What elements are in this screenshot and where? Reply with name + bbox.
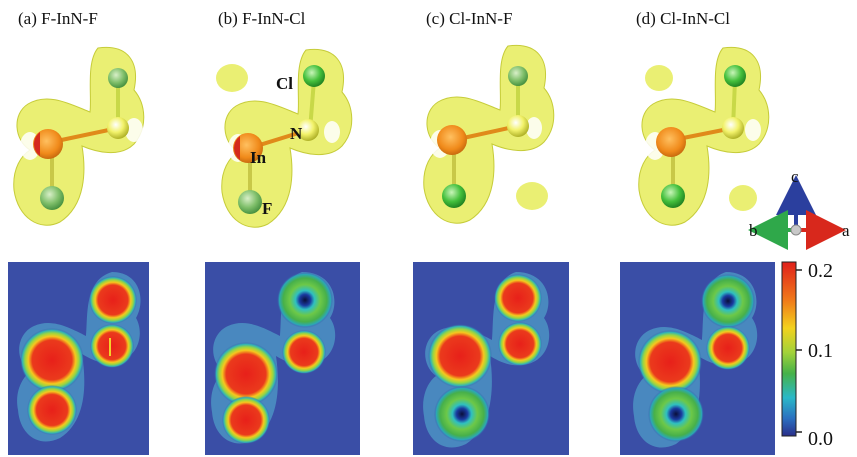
axis-b-label: b [749,221,758,240]
atom-f [238,190,262,214]
map-a-lobe-in [20,328,84,392]
map-b-lobe-in [214,342,278,406]
map-a-lobe-top [89,276,137,324]
atom-in [437,125,467,155]
atom-in [656,127,686,157]
atom-n [107,117,129,139]
lobe-highlight [526,117,542,139]
map-d-lobe-n [706,326,750,370]
atom-cl [442,184,466,208]
map-d-lobe-cl-bottom [648,386,704,442]
panel-b-structure: (b) F-InN-Cl Cl N In F [216,9,353,228]
atom-f-bottom [40,186,64,210]
atom-label-f: F [262,199,272,218]
map-d [620,262,775,455]
panel-b-title: (b) F-InN-Cl [218,9,306,28]
isosurface-blob [516,182,548,210]
panel-c-structure: (c) Cl-InN-F [423,9,555,224]
map-a-lobe-bottom [27,385,77,435]
isosurface-blob [729,185,757,211]
axes-triad: c b a [748,167,850,250]
axis-a-label: a [842,221,850,240]
map-c [413,262,569,455]
lobe-highlight [324,121,340,143]
map-b-lobe-cl [277,272,333,328]
axis-origin [790,224,802,236]
atom-cl-top [724,65,746,87]
panel-d-structure: (d) Cl-InN-Cl [636,9,770,226]
panel-a-structure: (a) F-InN-F [13,9,145,226]
colorbar: 0.2 0.1 0.0 [781,260,833,450]
lobe-highlight [125,118,143,142]
colorbar-gradient [781,261,797,437]
map-c-lobe-f [494,274,542,322]
map-b-lobe-f [222,396,270,444]
map-a-lobe-n [90,324,134,368]
map-b-lobe-n [282,330,326,374]
isosurface-blob [645,65,673,91]
atom-label-in: In [250,148,267,167]
atom-in-red [33,132,40,156]
isosurface-blob [216,64,248,92]
atom-cl-bottom [661,184,685,208]
atom-label-n: N [290,124,303,143]
panel-c-title: (c) Cl-InN-F [426,9,512,28]
atom-n [507,115,529,137]
map-c-lobe-in [428,324,492,388]
atom-in [33,129,63,159]
colorbar-tick-max: 0.2 [808,260,833,282]
panel-a-title: (a) F-InN-F [18,9,98,28]
atom-f [508,66,528,86]
atom-cl [303,65,325,87]
map-d-lobe-in [638,330,702,394]
colorbar-tick-mid: 0.1 [808,340,833,362]
atom-in [233,133,263,163]
map-d-lobe-cl-top [701,274,755,328]
atom-n [722,117,744,139]
panel-d-title: (d) Cl-InN-Cl [636,9,730,28]
atom-in-red [234,136,240,160]
atom-n [297,119,319,141]
axis-c-label: c [791,167,799,186]
colorbar-tick-min: 0.0 [808,428,833,450]
atom-label-cl: Cl [276,74,293,93]
atom-f-top [108,68,128,88]
map-c-lobe-n [498,322,542,366]
map-a [8,262,149,455]
map-c-lobe-cl [434,386,490,442]
lobe-highlight [745,119,761,141]
map-b [205,262,360,455]
